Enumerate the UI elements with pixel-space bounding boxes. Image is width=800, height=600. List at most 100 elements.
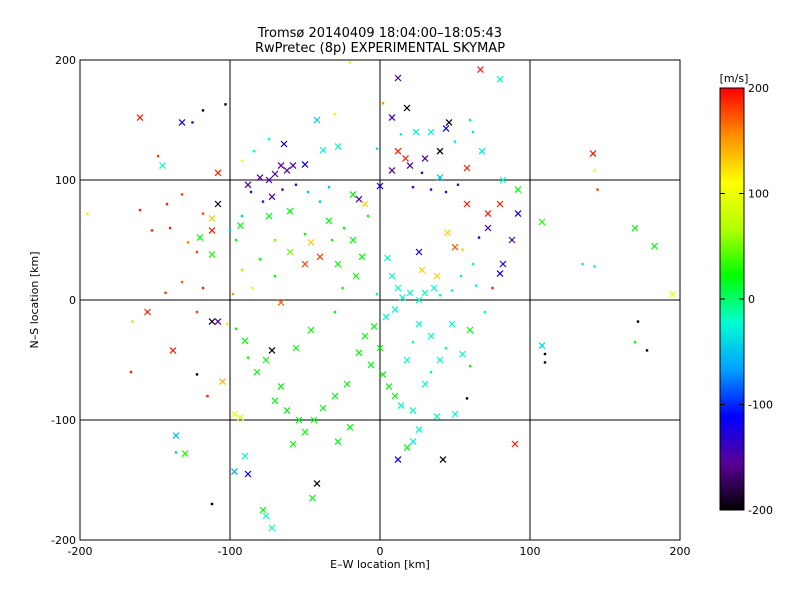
scatter-point-x: [415, 320, 423, 328]
scatter-point-dot: [240, 214, 244, 218]
scatter-point-dot: [201, 286, 205, 290]
scatter-point-x: [394, 74, 402, 82]
y-tick-label: 200: [55, 54, 76, 67]
scatter-point-dot: [375, 292, 379, 296]
scatter-point-x: [388, 166, 396, 174]
scatter-point-dot: [375, 147, 379, 150]
scatter-point-x: [271, 170, 279, 178]
scatter-point-dot: [636, 320, 640, 323]
scatter-point-dot: [201, 109, 205, 112]
scatter-point-x: [334, 142, 342, 150]
scatter-point-x: [159, 162, 166, 170]
scatter-point-dot: [303, 232, 307, 236]
scatter-point-dot: [234, 238, 238, 242]
scatter-point-dot: [231, 292, 235, 296]
scatter-point-x: [352, 272, 360, 280]
colorbar-ticks: 200 100 0 -100 -200: [720, 82, 773, 517]
scatter-point-dot: [261, 200, 265, 203]
scatter-point-dot: [633, 340, 637, 344]
scatter-point-x: [436, 174, 444, 182]
scatter-point-dot: [201, 212, 205, 215]
scatter-point-dot: [138, 208, 142, 212]
scatter-point-x: [466, 326, 474, 334]
scatter-point-x: [295, 416, 303, 424]
scatter-point-dot: [131, 320, 134, 323]
scatter-point-x: [196, 234, 204, 242]
scatter-point-x: [361, 200, 369, 208]
scatter-point-x: [319, 146, 327, 154]
scatter-point-x: [208, 250, 216, 258]
scatter-point-x: [343, 380, 351, 388]
scatter-point-x: [259, 506, 267, 514]
scatter-point-x: [376, 182, 384, 190]
scatter-point-x: [421, 380, 429, 388]
scatter-point-x: [268, 193, 276, 201]
scatter-point-dot: [450, 289, 454, 292]
scatter-point-x: [418, 266, 426, 274]
colorbar-tick-label: 100: [748, 188, 769, 201]
scatter-point-x: [514, 210, 522, 218]
scatter-point-x: [262, 512, 270, 520]
scatter-point-x: [349, 190, 357, 198]
scatter-point-x: [415, 248, 423, 256]
scatter-point-dot: [246, 356, 250, 359]
scatter-point-x: [399, 294, 406, 302]
colorbar-tick-label: -200: [748, 504, 773, 517]
scatter-point-dot: [459, 274, 463, 278]
scatter-point-x: [508, 236, 516, 244]
scatter-point-x: [361, 332, 369, 340]
scatter-point-x: [384, 254, 391, 262]
scatter-point-dot: [228, 229, 232, 232]
scatter-point-dot: [471, 262, 475, 266]
scatter-point-x: [415, 296, 423, 304]
scatter-point-dot: [273, 238, 277, 242]
scatter-point-x: [271, 397, 279, 405]
y-axis-label: N–S location [km]: [28, 251, 41, 348]
scatter-point-x: [463, 164, 471, 172]
x-tick-label: 100: [520, 545, 541, 558]
scatter-point-x: [301, 260, 309, 268]
scatter-point-dot: [251, 286, 254, 290]
scatter-point-dot: [456, 183, 460, 186]
scatter-point-x: [379, 370, 387, 378]
scatter-point-x: [253, 368, 261, 376]
chart-title: Tromsø 20140409 18:04:00–18:05:43: [257, 26, 502, 41]
scatter-point-x: [241, 452, 249, 460]
scatter-point-x: [406, 162, 414, 170]
scatter-point-dot: [294, 183, 298, 186]
scatter-point-x: [277, 298, 285, 306]
scatter-point-x: [451, 410, 459, 418]
scatter-point-x: [313, 480, 321, 488]
scatter-point-dot: [471, 130, 475, 134]
scatter-point-x: [307, 238, 315, 246]
scatter-point-dot: [342, 226, 346, 230]
scatter-point-x: [538, 342, 546, 350]
x-tick-label: 0: [377, 545, 384, 558]
scatter-point-x: [651, 242, 658, 250]
scatter-point-x: [477, 66, 484, 74]
scatter-point-dot: [234, 327, 238, 330]
scatter-point-x: [265, 176, 273, 184]
scatter-point-dot: [645, 349, 649, 352]
scatter-point-x: [289, 440, 297, 448]
scatter-point-dot: [366, 214, 370, 218]
scatter-point-x: [496, 200, 504, 208]
scatter-point-dot: [281, 188, 284, 191]
scatter-point-dot: [444, 346, 448, 350]
scatter-point-x: [301, 160, 309, 168]
scatter-point-x: [358, 253, 366, 261]
scatter-point-x: [244, 181, 252, 189]
scatter-point-x: [412, 128, 420, 136]
scatter-point-dot: [543, 352, 547, 356]
scatter-point-x: [442, 124, 450, 132]
y-tick-label: 0: [69, 294, 76, 307]
scatter-point-x: [402, 154, 409, 162]
scatter-point-x: [208, 214, 216, 222]
scatter-point-x: [301, 428, 309, 436]
scatter-point-x: [669, 290, 676, 298]
scatter-point-x: [208, 226, 216, 234]
scatter-point-x: [403, 104, 411, 112]
scatter-point-dot: [474, 284, 478, 287]
scatter-point-x: [219, 378, 226, 386]
scatter-point-dot: [240, 268, 244, 272]
